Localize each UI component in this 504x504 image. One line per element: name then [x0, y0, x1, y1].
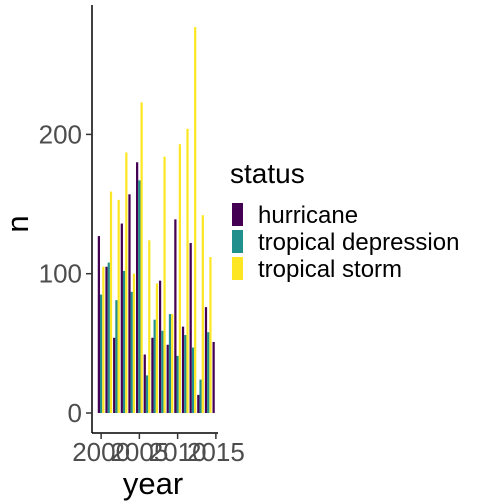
- bar-hurricane-2005: [136, 162, 139, 413]
- bar-tropical-depression-2007: [153, 319, 156, 413]
- bar-tropical-depression-2013: [199, 379, 202, 413]
- bar-tropical-storm-2003: [125, 152, 128, 413]
- bar-tropical-storm-2007: [155, 283, 159, 413]
- bar-hurricane-2015: [212, 341, 215, 413]
- bar-tropical-depression-2003: [122, 270, 126, 413]
- bar-tropical-depression-2000: [100, 294, 103, 413]
- bar-hurricane-2011: [181, 326, 185, 413]
- x-axis-title: year: [123, 466, 183, 501]
- bar-hurricane-2008: [158, 280, 162, 413]
- bar-tropical-depression-2001: [107, 262, 110, 413]
- bar-tropical-depression-2002: [115, 300, 118, 413]
- legend-label-tropical-depression: tropical depression: [258, 229, 459, 256]
- bar-tropical-storm-2006: [148, 240, 151, 413]
- legend-label-hurricane: hurricane: [258, 202, 358, 229]
- bar-tropical-storm-2008: [163, 156, 166, 413]
- bar-tropical-depression-2010: [176, 355, 179, 413]
- bar-tropical-depression-2011: [184, 334, 187, 413]
- bar-tropical-storm-2000: [102, 266, 105, 413]
- legend-key-tropical-storm: [232, 257, 243, 280]
- y-axis-title: n: [0, 215, 35, 232]
- x-tick-label-2015: 2015: [187, 437, 245, 467]
- bar-hurricane-2014: [204, 307, 208, 413]
- bar-tropical-depression-2012: [191, 347, 195, 413]
- bar-hurricane-2013: [197, 394, 200, 413]
- y-tick-label-100: 100: [39, 259, 82, 289]
- bar-hurricane-2012: [189, 243, 192, 413]
- legend-title: status: [230, 158, 305, 189]
- bar-tropical-storm-2005: [140, 102, 143, 414]
- bar-hurricane-2003: [120, 223, 123, 413]
- bar-tropical-storm-2009: [171, 314, 174, 413]
- bar-tropical-storm-2012: [194, 27, 197, 413]
- y-ticks: 0 100 200: [39, 119, 92, 428]
- legend-key-hurricane: [232, 203, 243, 226]
- bar-tropical-storm-2002: [117, 199, 120, 413]
- bar-hurricane-2000: [97, 236, 100, 413]
- bar-tropical-depression-2005: [138, 180, 141, 413]
- bar-tropical-storm-2010: [178, 144, 181, 413]
- x-tick-label-2005: 2005: [110, 437, 168, 467]
- bar-tropical-storm-2001: [109, 191, 113, 413]
- legend-key-tropical-depression: [232, 230, 243, 253]
- bar-hurricane-2006: [143, 354, 146, 413]
- bar-hurricane-2009: [166, 344, 169, 413]
- bar-tropical-storm-2004: [132, 273, 136, 413]
- y-tick-label-0: 0: [68, 398, 82, 428]
- bar-hurricane-2001: [105, 266, 108, 413]
- bar-hurricane-2002: [113, 337, 116, 413]
- bar-hurricane-2007: [151, 337, 154, 413]
- x-tick-label-2000: 2000: [72, 437, 130, 467]
- bar-tropical-storm-2011: [186, 128, 189, 413]
- legend-label-tropical-storm: tropical storm: [258, 256, 402, 283]
- bar-tropical-storm-2013: [201, 215, 204, 413]
- bar-hurricane-2004: [128, 194, 131, 413]
- bar-tropical-depression-2009: [168, 314, 172, 413]
- bar-tropical-depression-2006: [145, 375, 149, 413]
- bar-hurricane-2010: [174, 219, 177, 413]
- bar-tropical-depression-2004: [130, 291, 133, 413]
- bar-tropical-depression-2008: [161, 330, 164, 413]
- bars-layer: [97, 27, 215, 414]
- bar-tropical-depression-2014: [207, 332, 210, 413]
- bar-tropical-storm-2014: [209, 256, 212, 413]
- y-tick-label-200: 200: [39, 119, 82, 149]
- x-tick-label-2010: 2010: [149, 437, 207, 467]
